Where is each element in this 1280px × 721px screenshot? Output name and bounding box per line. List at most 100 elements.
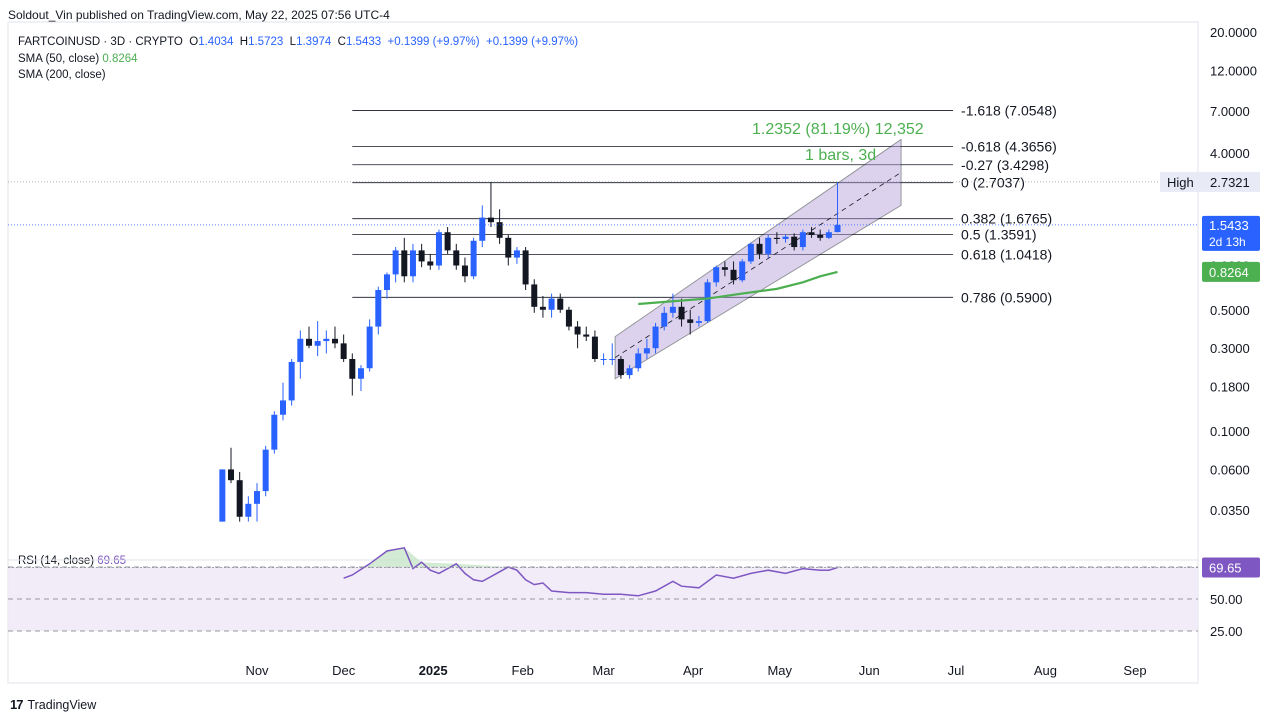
candle-body: [383, 274, 390, 291]
time-tick-label: Apr: [683, 663, 704, 678]
candle-body: [730, 269, 737, 281]
high-value: 1.5723: [248, 36, 284, 48]
candle-body: [435, 232, 442, 266]
candle-body: [583, 334, 590, 337]
candle-body: [245, 503, 252, 517]
candle-body: [747, 243, 754, 262]
rsi-value-box: [1202, 557, 1260, 578]
candle-body: [409, 250, 416, 277]
price-tick-label: 0.0350: [1210, 503, 1250, 518]
sma50-legend[interactable]: SMA (50, close) 0.8264: [18, 53, 138, 65]
candle-body: [626, 368, 633, 376]
candle-body: [721, 267, 728, 270]
fib-level-label: -0.27 (3.4298): [961, 157, 1049, 173]
rsi-line: [343, 546, 838, 597]
time-tick-label: Feb: [512, 663, 534, 678]
candle-body: [461, 265, 468, 277]
candle-body: [236, 480, 243, 517]
sma-value-text: 0.8264: [1209, 265, 1249, 280]
candle-body: [453, 250, 460, 266]
candle-body: [635, 353, 642, 369]
low-label: L: [289, 36, 297, 48]
candle-body: [271, 414, 278, 450]
high-value-text: 2.7321: [1210, 175, 1250, 190]
candle-body: [228, 469, 235, 481]
high-label: H: [239, 36, 249, 48]
price-tick-label: 0.0600: [1210, 462, 1250, 477]
low-value: 1.3974: [296, 36, 332, 48]
candle-body: [643, 348, 650, 354]
candle-body: [479, 217, 486, 241]
time-tick-label: Sep: [1123, 663, 1146, 678]
time-tick-label: Dec: [332, 663, 356, 678]
candle-body: [254, 491, 260, 504]
candle-body: [314, 341, 321, 346]
fib-level-label: 0.618 (1.0418): [961, 246, 1052, 262]
candle-body: [548, 298, 555, 310]
candle-body: [713, 267, 720, 283]
time-tick-label: 2025: [419, 663, 448, 678]
sma50-line: [638, 270, 838, 306]
candle-body: [539, 306, 546, 310]
rsi-tick-label: 50.00: [1210, 592, 1243, 607]
high-label-text: High: [1167, 175, 1194, 190]
candle-body: [496, 222, 503, 238]
rsi-overbought-fill: [363, 547, 515, 567]
change-value-2: +0.1399 (+9.97%): [486, 36, 579, 48]
candle-body: [427, 261, 434, 266]
tradingview-footer[interactable]: 17 TradingView: [10, 697, 96, 712]
candle-body: [609, 359, 616, 361]
high-label-box: [1160, 171, 1204, 192]
candle-body: [808, 232, 815, 235]
sma200-label: SMA (200, close): [18, 69, 106, 81]
candle-body: [825, 232, 832, 238]
time-tick-label: Nov: [245, 663, 269, 678]
fib-level-label: 0.5 (1.3591): [961, 226, 1037, 242]
rsi-legend[interactable]: RSI (14, close) 69.65: [18, 555, 126, 567]
time-tick-label: May: [767, 663, 792, 678]
fib-level-label: -0.618 (4.3656): [961, 139, 1057, 155]
sma50-label: SMA (50, close): [18, 53, 100, 65]
sma200-legend[interactable]: SMA (200, close): [18, 69, 106, 81]
candle-body: [366, 326, 373, 369]
candle-body: [401, 250, 408, 277]
candle-body: [574, 326, 581, 335]
price-tick-label: 0.1800: [1210, 380, 1250, 395]
price-tick-label: 4.0000: [1210, 146, 1250, 161]
price-tick-label: 12.0000: [1210, 63, 1257, 78]
candle-body: [817, 234, 824, 238]
price-tick-label: 0.1000: [1210, 424, 1250, 439]
symbol-legend: FARTCOINUSD · 3D · CRYPTO O1.4034 H1.572…: [18, 36, 578, 48]
candle-body: [513, 250, 520, 258]
high-value-box: [1204, 171, 1260, 192]
candle-body: [505, 237, 512, 258]
price-tick-label: 0.3000: [1210, 341, 1250, 356]
countdown-text: 2d 13h: [1209, 235, 1246, 249]
candle-body: [375, 290, 382, 327]
time-tick-label: Mar: [592, 663, 615, 678]
last-price-text: 1.5433: [1209, 218, 1249, 233]
sma-value-box: [1202, 261, 1260, 282]
price-tick-label: 0.5000: [1210, 303, 1250, 318]
close-value: 1.5433: [345, 36, 382, 48]
symbol-name[interactable]: FARTCOINUSD · 3D · CRYPTO: [18, 36, 183, 48]
candle-body: [470, 240, 477, 277]
candle-body: [617, 359, 624, 376]
candle-body: [765, 237, 772, 254]
rsi-legend-value: 69.65: [97, 555, 127, 567]
candle-body: [695, 321, 702, 323]
candle-body: [834, 224, 841, 233]
time-tick-label: Aug: [1034, 663, 1057, 678]
time-tick-label: Jun: [859, 663, 880, 678]
candle-body: [739, 261, 746, 281]
candle-body: [531, 284, 538, 307]
candle-body: [565, 309, 572, 327]
close-label: C: [337, 36, 346, 48]
fib-level-label: -1.618 (7.0548): [961, 102, 1057, 118]
rsi-value-text: 69.65: [1209, 561, 1242, 576]
candle-body: [331, 338, 338, 344]
candle-body: [305, 338, 312, 346]
candle-body: [444, 232, 451, 251]
change-value: +0.1399 (+9.97%): [387, 36, 480, 48]
